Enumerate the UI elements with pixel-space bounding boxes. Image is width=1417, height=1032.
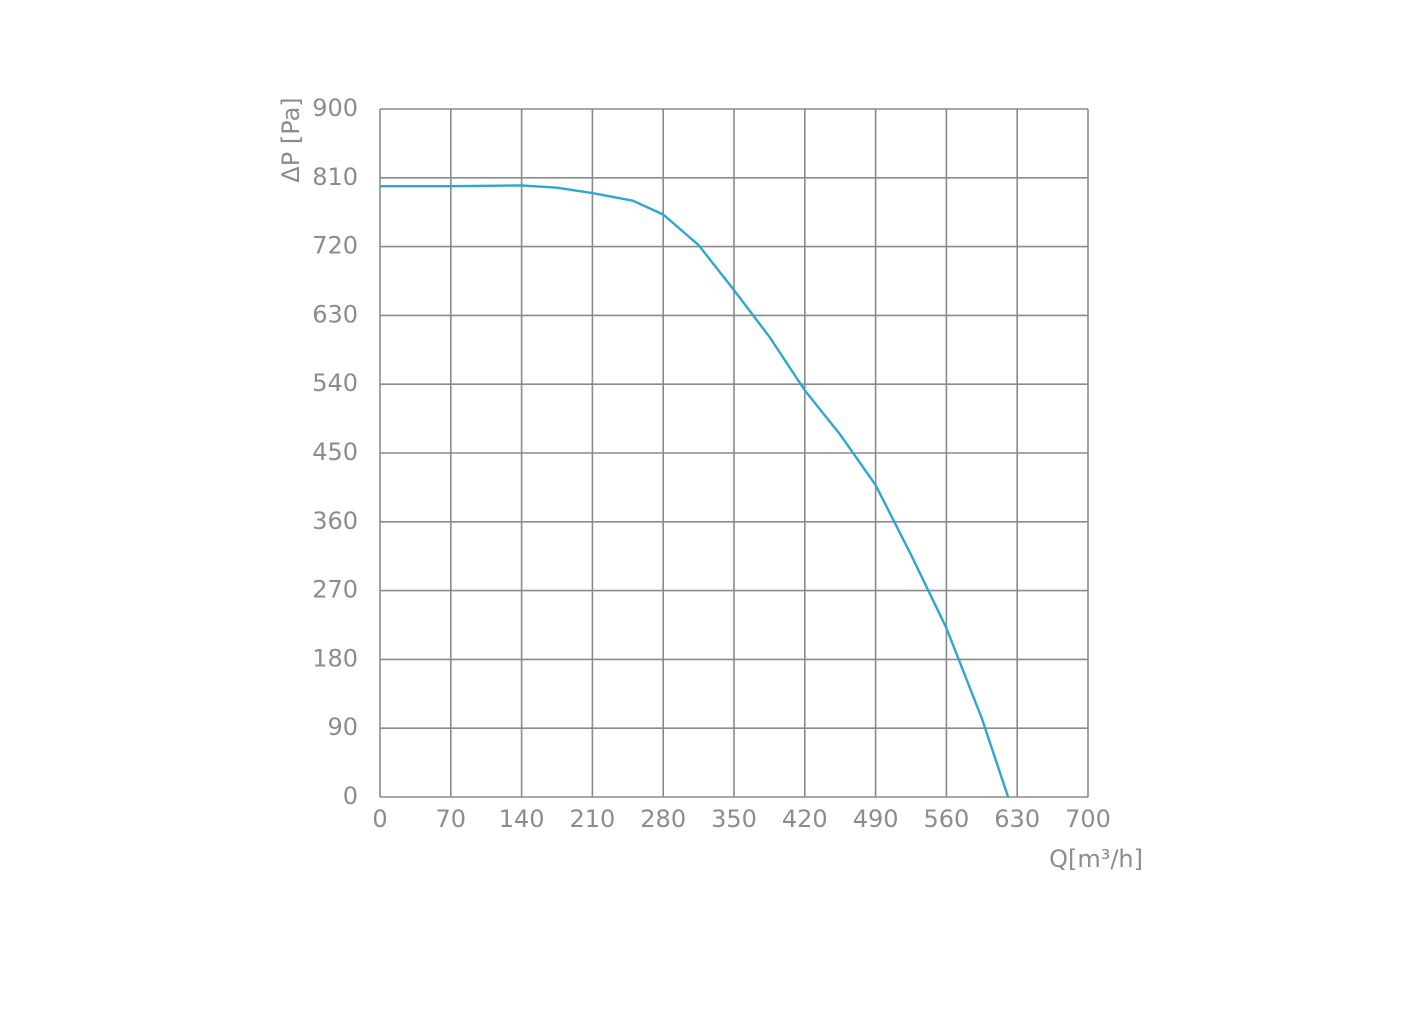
- x-tick-label: 350: [711, 805, 757, 833]
- y-tick-label: 90: [327, 713, 358, 741]
- x-tick-label: 0: [372, 805, 387, 833]
- data-line: [380, 184, 1010, 798]
- y-tick-label: 630: [312, 300, 358, 328]
- x-tick-label: 140: [499, 805, 545, 833]
- x-tick-label: 280: [640, 805, 686, 833]
- y-tick-label: 270: [312, 576, 358, 604]
- x-axis-label: Q[m³/h]: [1049, 845, 1143, 873]
- y-tick-label: 810: [312, 163, 358, 191]
- x-tick-label: 560: [923, 805, 969, 833]
- y-tick-label: 540: [312, 369, 358, 397]
- x-tick-label: 490: [853, 805, 899, 833]
- y-tick-label: 180: [312, 644, 358, 672]
- x-tick-label: 630: [994, 805, 1040, 833]
- y-tick-label: 450: [312, 438, 358, 466]
- y-tick-label: 900: [312, 94, 358, 122]
- y-tick-label: 360: [312, 507, 358, 535]
- y-tick-label: 0: [343, 782, 358, 810]
- x-tick-label: 700: [1065, 805, 1111, 833]
- x-tick-label: 420: [782, 805, 828, 833]
- x-tick-label: 70: [436, 805, 467, 833]
- x-tick-label: 210: [569, 805, 615, 833]
- y-tick-label: 720: [312, 232, 358, 260]
- y-axis-label: ΔP [Pa]: [277, 97, 305, 182]
